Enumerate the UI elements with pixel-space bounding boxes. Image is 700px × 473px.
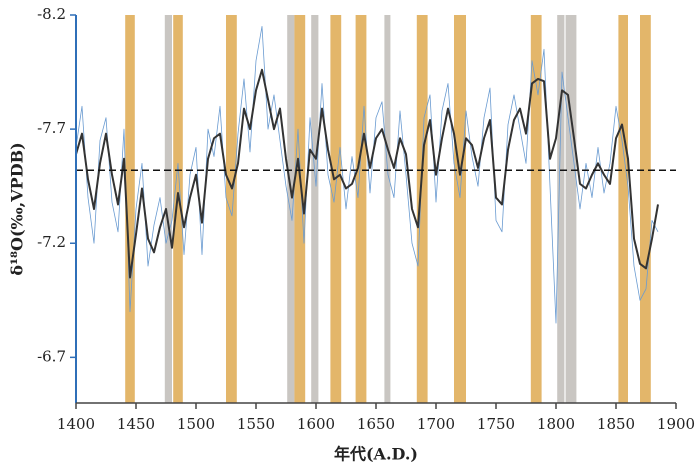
event-band xyxy=(330,15,342,403)
event-band xyxy=(294,15,306,403)
x-tick-label: 1850 xyxy=(597,415,635,433)
event-band xyxy=(565,15,577,403)
event-band xyxy=(618,15,628,403)
y-tick-label: -6.7 xyxy=(37,347,66,365)
event-band xyxy=(173,15,183,403)
event-band xyxy=(164,15,172,403)
event-band xyxy=(287,15,295,403)
y-tick-label: -7.2 xyxy=(37,233,66,251)
event-band xyxy=(640,15,651,403)
event-band xyxy=(416,15,428,403)
y-tick-label: -8.2 xyxy=(37,5,66,23)
x-tick-label: 1600 xyxy=(297,415,335,433)
data-line xyxy=(75,68,659,279)
y-tick-label: -7.7 xyxy=(37,119,66,137)
x-tick-label: 1650 xyxy=(357,415,395,433)
event-band xyxy=(530,15,542,403)
x-tick-label: 1400 xyxy=(57,415,95,433)
x-tick-label: 1700 xyxy=(417,415,455,433)
x-tick-label: 1500 xyxy=(177,415,215,433)
x-tick-label: 1750 xyxy=(477,415,515,433)
event-band xyxy=(454,15,466,403)
x-tick-label: 1450 xyxy=(117,415,155,433)
event-band xyxy=(125,15,135,403)
event-band xyxy=(557,15,565,403)
event-band xyxy=(355,15,367,403)
event-band xyxy=(384,15,391,403)
y-axis-title: δ¹⁸O(‰,VPDB) xyxy=(8,142,27,275)
event-band xyxy=(311,15,319,403)
x-tick-label: 1900 xyxy=(657,415,695,433)
event-band xyxy=(226,15,237,403)
x-tick-label: 1800 xyxy=(537,415,575,433)
x-tick-label: 1550 xyxy=(237,415,275,433)
x-axis-title: 年代(A.D.) xyxy=(334,445,418,464)
